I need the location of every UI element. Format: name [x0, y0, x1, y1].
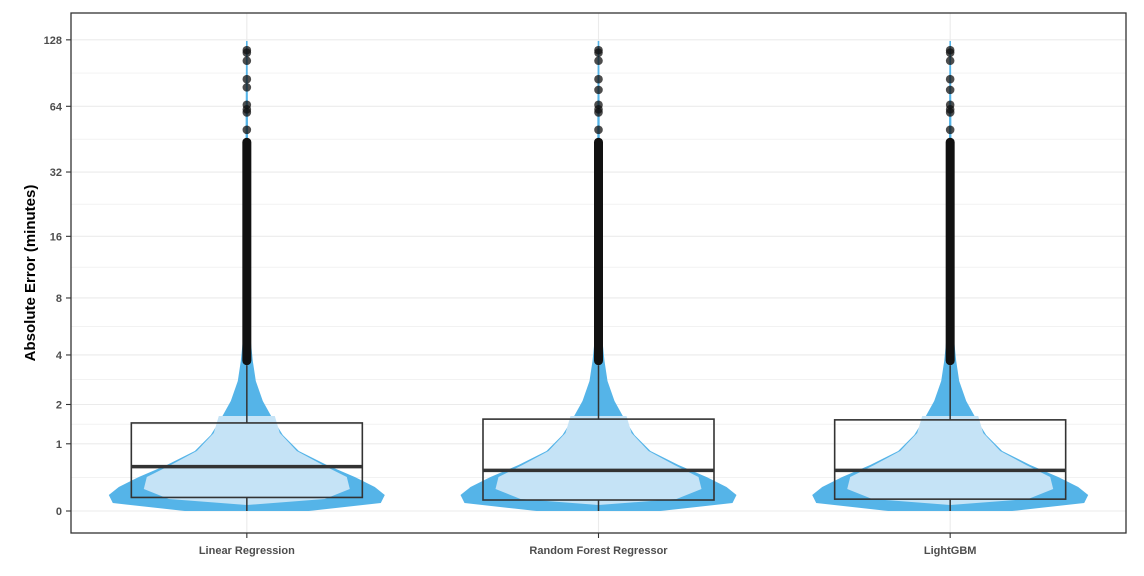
outlier-point — [945, 45, 955, 55]
y-tick-label: 16 — [50, 231, 62, 243]
y-tick-label: 1 — [56, 439, 62, 451]
outlier-point — [945, 85, 955, 95]
x-tick-label: Linear Regression — [199, 545, 295, 557]
y-tick-label: 0 — [56, 506, 62, 518]
outlier-point — [242, 56, 252, 66]
iqr-box — [482, 418, 715, 501]
outlier-point — [594, 56, 603, 66]
outlier-point — [594, 45, 603, 55]
outlier-cluster — [242, 137, 252, 366]
outlier-point — [242, 125, 252, 135]
x-axis: Linear Regression Random Forest Regressor… — [199, 533, 977, 557]
y-axis-title: Absolute Error (minutes) — [22, 185, 39, 362]
outlier-point — [945, 74, 955, 84]
y-tick-label: 8 — [56, 293, 62, 305]
y-axis: 0 1 2 4 8 16 32 64 128 — [44, 35, 71, 518]
outlier-point — [945, 125, 955, 135]
y-tick-label: 32 — [50, 167, 62, 179]
outlier-cluster — [945, 137, 955, 366]
x-tick-label: LightGBM — [924, 545, 977, 557]
y-tick-label: 64 — [50, 101, 63, 113]
outlier-cluster — [594, 137, 603, 366]
violin-inner — [495, 416, 702, 511]
outlier-point — [242, 83, 252, 92]
violin-inner — [143, 416, 350, 511]
outlier-point — [594, 100, 603, 110]
outlier-point — [945, 56, 955, 66]
outlier-points — [242, 45, 955, 366]
iqr-box — [833, 419, 1067, 500]
outlier-point — [594, 125, 603, 135]
outlier-point — [594, 74, 603, 84]
outlier-point — [945, 100, 955, 110]
y-tick-label: 2 — [56, 399, 62, 411]
outlier-point — [242, 45, 252, 55]
boxplots — [130, 365, 1067, 511]
x-tick-label: Random Forest Regressor — [529, 545, 668, 557]
outlier-point — [242, 100, 252, 110]
iqr-box — [130, 422, 364, 499]
violin-inner — [847, 416, 1054, 511]
y-tick-label: 128 — [44, 35, 62, 47]
outlier-point — [242, 74, 252, 84]
outlier-point — [594, 85, 603, 95]
y-tick-label: 4 — [56, 350, 63, 362]
